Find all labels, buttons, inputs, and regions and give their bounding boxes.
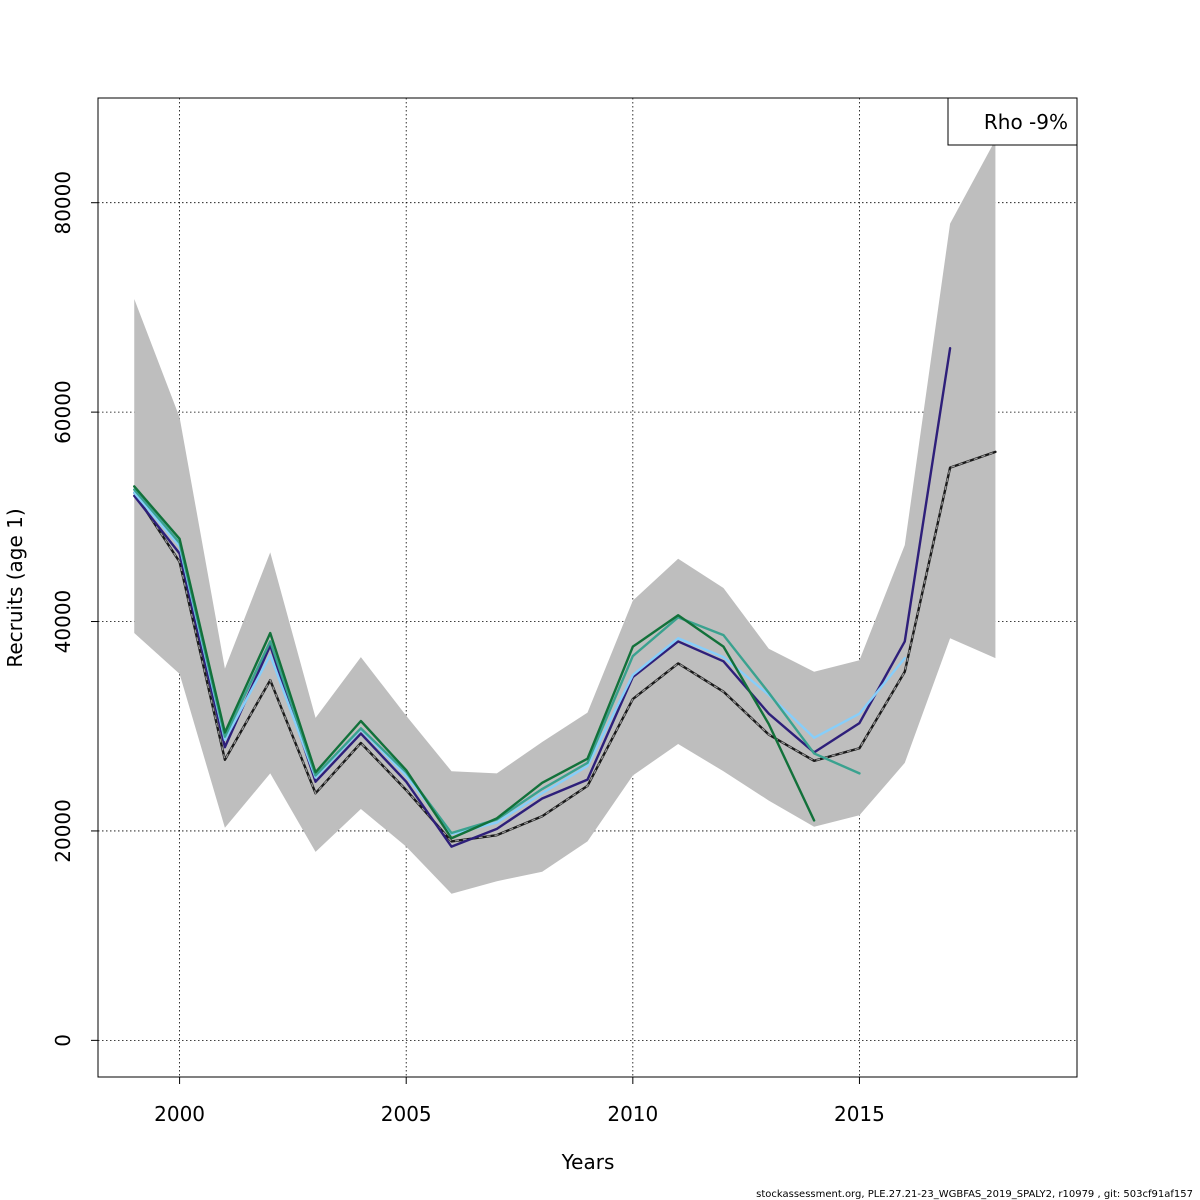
- x-tick-label-2015: 2015: [834, 1102, 885, 1126]
- y-tick-label-60000: 60000: [51, 380, 75, 444]
- legend-frame: [947, 97, 1078, 146]
- footer-source-text: stockassessment.org, PLE.27.21-23_WGBFAS…: [756, 1189, 1193, 1200]
- x-axis-title: Years: [561, 1150, 615, 1174]
- x-tick-label-2005: 2005: [381, 1102, 432, 1126]
- x-tick-label-2000: 2000: [154, 1102, 205, 1126]
- y-axis-title: Recruits (age 1): [3, 508, 27, 667]
- plot-frame: [97, 97, 1078, 1078]
- y-tick-label-20000: 20000: [51, 799, 75, 863]
- y-tick-label-0: 0: [51, 1034, 75, 1047]
- legend-box: Rho -9%: [947, 97, 1078, 146]
- y-axis: 0 20000 40000 60000 80000: [51, 171, 98, 1047]
- x-axis: 2000 2005 2010 2015: [154, 1077, 885, 1126]
- x-tick-label-2010: 2010: [607, 1102, 658, 1126]
- series-line-0: [133, 450, 997, 843]
- legend-rho-label: Rho -9%: [984, 110, 1068, 134]
- y-tick-label-80000: 80000: [51, 171, 75, 235]
- series-line-4: [133, 485, 816, 840]
- series-lines-layer: [133, 347, 997, 848]
- y-tick-label-40000: 40000: [51, 590, 75, 654]
